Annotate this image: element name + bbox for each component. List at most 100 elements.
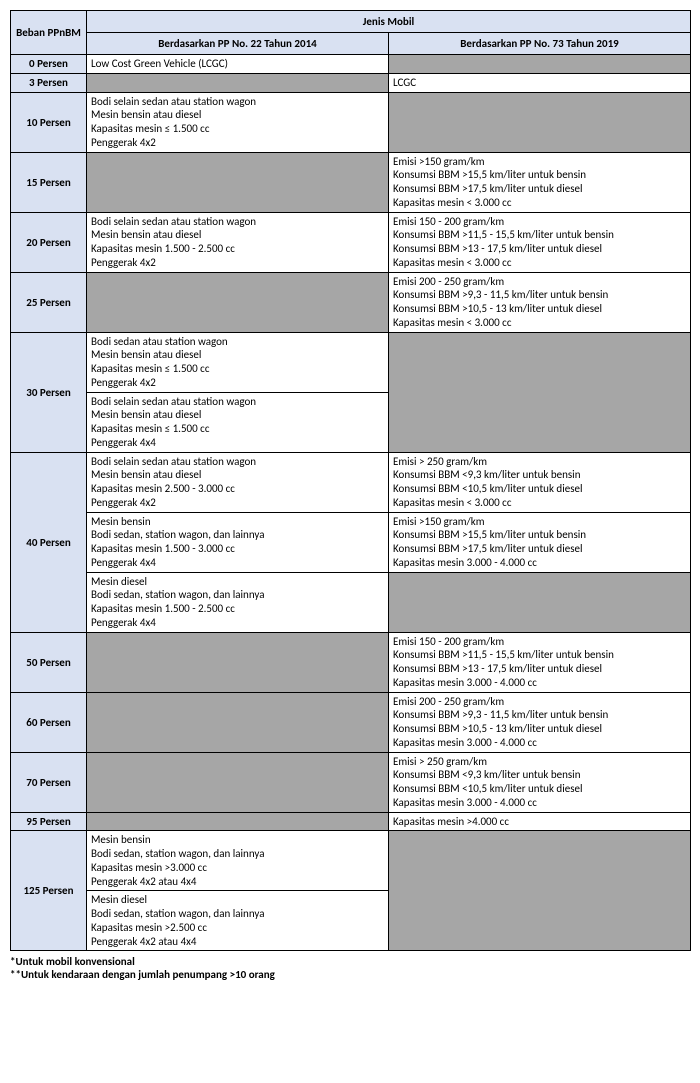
- pp22-cell: Bodi selain sedan atau station wagonMesi…: [87, 392, 389, 452]
- criteria-line: Konsumsi BBM >17,5 km/liter untuk diesel: [393, 182, 686, 196]
- criteria-line: Mesin diesel: [91, 893, 384, 907]
- pp73-cell: Emisi > 250 gram/kmKonsumsi BBM <9,3 km/…: [389, 452, 691, 512]
- criteria-line: Kapasitas mesin >3.000 cc: [91, 861, 384, 875]
- criteria-line: Penggerak 4x2: [91, 496, 384, 510]
- criteria-line: Emisi 200 - 250 gram/km: [393, 695, 686, 709]
- criteria-line: Kapasitas mesin 1.500 - 2.500 cc: [91, 242, 384, 256]
- criteria-line: Bodi selain sedan atau station wagon: [91, 215, 384, 229]
- table-row: 25 PersenEmisi 200 - 250 gram/kmKonsumsi…: [11, 272, 691, 332]
- criteria-line: Kapasitas mesin 3.000 - 4.000 cc: [393, 796, 686, 810]
- header-pp22: Berdasarkan PP No. 22 Tahun 2014: [87, 33, 389, 55]
- criteria-line: Konsumsi BBM <10,5 km/liter untuk diesel: [393, 482, 686, 496]
- table-row: Mesin dieselBodi sedan, station wagon, d…: [11, 572, 691, 632]
- ppnbm-table: Beban PPnBM Jenis Mobil Berdasarkan PP N…: [10, 10, 691, 951]
- criteria-line: Mesin bensin atau diesel: [91, 408, 384, 422]
- criteria-line: LCGC: [393, 76, 686, 90]
- pp73-cell: Emisi 200 - 250 gram/kmKonsumsi BBM >9,3…: [389, 692, 691, 752]
- table-row: 70 PersenEmisi > 250 gram/kmKonsumsi BBM…: [11, 752, 691, 812]
- criteria-line: Low Cost Green Vehicle (LCGC): [91, 57, 384, 71]
- pp22-cell: Mesin bensinBodi sedan, station wagon, d…: [87, 831, 389, 891]
- pp22-cell: Mesin dieselBodi sedan, station wagon, d…: [87, 572, 389, 632]
- table-row: 60 PersenEmisi 200 - 250 gram/kmKonsumsi…: [11, 692, 691, 752]
- beban-cell: 125 Persen: [11, 831, 87, 951]
- pp22-cell: [87, 692, 389, 752]
- table-row: 20 PersenBodi selain sedan atau station …: [11, 212, 691, 272]
- footnote-1: *Untuk mobil konvensional: [10, 955, 690, 968]
- pp73-cell: Emisi 150 - 200 gram/kmKonsumsi BBM >11,…: [389, 632, 691, 692]
- criteria-line: Penggerak 4x2: [91, 256, 384, 270]
- pp73-cell: [389, 332, 691, 452]
- criteria-line: Mesin bensin atau diesel: [91, 108, 384, 122]
- criteria-line: Kapasitas mesin 3.000 - 4.000 cc: [393, 676, 686, 690]
- pp73-cell: Kapasitas mesin >4.000 cc: [389, 812, 691, 831]
- pp73-cell: LCGC: [389, 73, 691, 92]
- criteria-line: Mesin bensin atau diesel: [91, 468, 384, 482]
- table-body: 0 PersenLow Cost Green Vehicle (LCGC)3 P…: [11, 55, 691, 951]
- beban-cell: 20 Persen: [11, 212, 87, 272]
- criteria-line: Emisi 150 - 200 gram/km: [393, 635, 686, 649]
- criteria-line: Kapasitas mesin 1.500 - 2.500 cc: [91, 602, 384, 616]
- criteria-line: Konsumsi BBM >11,5 - 15,5 km/liter untuk…: [393, 228, 686, 242]
- criteria-line: Konsumsi BBM >11,5 - 15,5 km/liter untuk…: [393, 648, 686, 662]
- footnotes: *Untuk mobil konvensional **Untuk kendar…: [10, 955, 690, 981]
- criteria-line: Kapasitas mesin 3.000 - 4.000 cc: [393, 736, 686, 750]
- pp73-cell: Emisi >150 gram/kmKonsumsi BBM >15,5 km/…: [389, 512, 691, 572]
- pp22-cell: Bodi selain sedan atau station wagonMesi…: [87, 92, 389, 152]
- criteria-line: Penggerak 4x4: [91, 556, 384, 570]
- pp22-cell: Mesin dieselBodi sedan, station wagon, d…: [87, 891, 389, 951]
- beban-cell: 10 Persen: [11, 92, 87, 152]
- criteria-line: Konsumsi BBM >10,5 - 13 km/liter untuk d…: [393, 302, 686, 316]
- pp22-cell: [87, 812, 389, 831]
- criteria-line: Konsumsi BBM >10,5 - 13 km/liter untuk d…: [393, 722, 686, 736]
- pp73-cell: [389, 55, 691, 74]
- criteria-line: Kapasitas mesin >2.500 cc: [91, 921, 384, 935]
- criteria-line: Penggerak 4x2 atau 4x4: [91, 875, 384, 889]
- header-pp73: Berdasarkan PP No. 73 Tahun 2019: [389, 33, 691, 55]
- criteria-line: Kapasitas mesin >4.000 cc: [393, 815, 686, 829]
- criteria-line: Konsumsi BBM >15,5 km/liter untuk bensin: [393, 168, 686, 182]
- criteria-line: Konsumsi BBM >9,3 - 11,5 km/liter untuk …: [393, 288, 686, 302]
- table-row: 95 PersenKapasitas mesin >4.000 cc: [11, 812, 691, 831]
- criteria-line: Bodi selain sedan atau station wagon: [91, 395, 384, 409]
- criteria-line: Penggerak 4x2 atau 4x4: [91, 935, 384, 949]
- pp73-cell: Emisi 200 - 250 gram/kmKonsumsi BBM >9,3…: [389, 272, 691, 332]
- beban-cell: 60 Persen: [11, 692, 87, 752]
- criteria-line: Konsumsi BBM <9,3 km/liter untuk bensin: [393, 768, 686, 782]
- beban-cell: 3 Persen: [11, 73, 87, 92]
- pp22-cell: Bodi selain sedan atau station wagonMesi…: [87, 212, 389, 272]
- criteria-line: Konsumsi BBM >15,5 km/liter untuk bensin: [393, 528, 686, 542]
- header-jenis: Jenis Mobil: [87, 11, 691, 33]
- beban-cell: 15 Persen: [11, 152, 87, 212]
- beban-cell: 30 Persen: [11, 332, 87, 452]
- criteria-line: Emisi 150 - 200 gram/km: [393, 215, 686, 229]
- criteria-line: Kapasitas mesin 1.500 - 3.000 cc: [91, 542, 384, 556]
- criteria-line: Mesin bensin atau diesel: [91, 348, 384, 362]
- criteria-line: Kapasitas mesin < 3.000 cc: [393, 256, 686, 270]
- criteria-line: Konsumsi BBM >13 - 17,5 km/liter untuk d…: [393, 242, 686, 256]
- criteria-line: Konsumsi BBM <10,5 km/liter untuk diesel: [393, 782, 686, 796]
- pp73-cell: [389, 92, 691, 152]
- table-row: 10 PersenBodi selain sedan atau station …: [11, 92, 691, 152]
- table-row: 125 PersenMesin bensinBodi sedan, statio…: [11, 831, 691, 891]
- criteria-line: Kapasitas mesin < 3.000 cc: [393, 316, 686, 330]
- pp73-cell: [389, 831, 691, 951]
- pp22-cell: [87, 752, 389, 812]
- criteria-line: Kapasitas mesin < 3.000 cc: [393, 196, 686, 210]
- criteria-line: Penggerak 4x2: [91, 376, 384, 390]
- criteria-line: Konsumsi BBM <9,3 km/liter untuk bensin: [393, 468, 686, 482]
- criteria-line: Konsumsi BBM >17,5 km/liter untuk diesel: [393, 542, 686, 556]
- criteria-line: Kapasitas mesin ≤ 1.500 cc: [91, 122, 384, 136]
- criteria-line: Konsumsi BBM >13 - 17,5 km/liter untuk d…: [393, 662, 686, 676]
- table-row: 15 PersenEmisi >150 gram/kmKonsumsi BBM …: [11, 152, 691, 212]
- beban-cell: 50 Persen: [11, 632, 87, 692]
- criteria-line: Kapasitas mesin ≤ 1.500 cc: [91, 422, 384, 436]
- header-beban: Beban PPnBM: [11, 11, 87, 55]
- table-row: 30 PersenBodi sedan atau station wagonMe…: [11, 332, 691, 392]
- pp73-cell: Emisi 150 - 200 gram/kmKonsumsi BBM >11,…: [389, 212, 691, 272]
- pp22-cell: [87, 272, 389, 332]
- criteria-line: Kapasitas mesin 3.000 - 4.000 cc: [393, 556, 686, 570]
- table-row: 3 Persen LCGC: [11, 73, 691, 92]
- criteria-line: Emisi 200 - 250 gram/km: [393, 275, 686, 289]
- table-row: 40 PersenBodi selain sedan atau station …: [11, 452, 691, 512]
- pp22-cell: [87, 73, 389, 92]
